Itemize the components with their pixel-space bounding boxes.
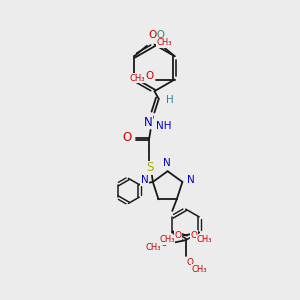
Text: S: S: [146, 161, 153, 174]
Text: O: O: [145, 71, 153, 81]
Text: O: O: [174, 231, 181, 240]
Text: N: N: [187, 176, 195, 185]
Text: O: O: [161, 239, 168, 248]
Text: H: H: [166, 95, 174, 105]
Text: N: N: [141, 176, 148, 185]
Text: O: O: [122, 131, 132, 144]
Text: CH₃: CH₃: [191, 265, 207, 274]
Text: O: O: [148, 30, 157, 40]
Text: CH₃: CH₃: [156, 38, 172, 47]
Text: O: O: [190, 231, 197, 240]
Text: HO: HO: [149, 30, 165, 40]
Text: CH₃: CH₃: [129, 74, 145, 83]
Text: CH₃: CH₃: [197, 235, 212, 244]
Text: N: N: [144, 116, 153, 129]
Text: CH₃: CH₃: [146, 243, 161, 252]
Text: O: O: [190, 231, 197, 240]
Text: CH₃: CH₃: [197, 235, 212, 244]
Text: N: N: [163, 158, 170, 168]
Text: O: O: [186, 258, 193, 267]
Text: CH₃: CH₃: [159, 235, 175, 244]
Text: NH: NH: [156, 121, 172, 131]
